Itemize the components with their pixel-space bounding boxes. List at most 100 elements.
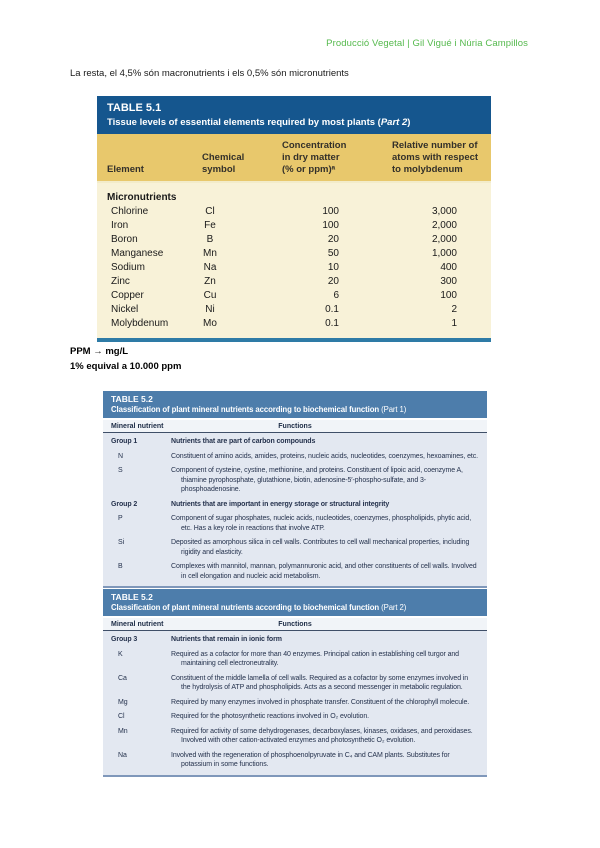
- cell-element: Manganese: [111, 248, 164, 259]
- table-5-2-subtitle: Classification of plant mineral nutrient…: [111, 405, 479, 414]
- table-row: Mn Required for activity of some dehydro…: [111, 727, 479, 746]
- table-row: Nickel Ni 0.1 2: [107, 303, 469, 317]
- table-5-2-part-1-titlebar: TABLE 5.2 Classification of plant minera…: [103, 391, 487, 418]
- cell-relative: 2,000: [431, 220, 457, 231]
- cell-function: Required for the photosynthetic reaction…: [171, 713, 369, 720]
- table-5-2-part-2: TABLE 5.2 Classification of plant minera…: [103, 589, 487, 777]
- cell-element: Boron: [111, 234, 138, 245]
- table-row: Mg Required by many enzymes involved in …: [111, 698, 479, 708]
- table-row-group: Group 2 Nutrients that are important in …: [111, 500, 479, 510]
- table-5-2-part-1-bottom-rule: [103, 586, 487, 588]
- note-percent-equivalence: 1% equival a 10.000 ppm: [70, 361, 182, 372]
- table-row: Copper Cu 6 100: [107, 289, 469, 303]
- cell-symbol: Na: [203, 262, 217, 273]
- table-5-2-part-2-bottom-rule: [103, 774, 487, 777]
- table-5-2-part-label: (Part 2): [379, 603, 407, 612]
- intro-text: La resta, el 4,5% són macronutrients i e…: [70, 68, 349, 79]
- cell-nutrient: Na: [118, 751, 127, 759]
- cell-relative: 3,000: [431, 206, 457, 217]
- cell-relative: 1,000: [431, 248, 457, 259]
- divider: [103, 616, 487, 618]
- table-row: P Component of sugar phosphates, nucleic…: [111, 514, 479, 533]
- cell-element: Copper: [111, 290, 144, 301]
- cell-function: Nutrients that are part of carbon compou…: [171, 438, 316, 445]
- table-row: Ca Constituent of the middle lamella of …: [111, 674, 479, 693]
- cell-element: Chlorine: [111, 206, 149, 217]
- cell-element: Iron: [111, 220, 129, 231]
- table-row: Manganese Mn 50 1,000: [107, 247, 469, 261]
- cell-relative: 1: [451, 318, 457, 329]
- table-5-2-column-headers: Mineral nutrient Functions: [103, 618, 487, 631]
- table-5-1-bottom-rule: [97, 338, 491, 342]
- cell-function: Deposited as amorphous silica in cell wa…: [171, 539, 470, 556]
- cell-element: Zinc: [111, 276, 130, 287]
- table-row: Chlorine Cl 100 3,000: [107, 205, 469, 219]
- table-5-1-column-headers: Element Chemical symbol Concentration in…: [97, 134, 491, 183]
- cell-relative: 100: [440, 290, 457, 301]
- table-5-2-part-2-titlebar: TABLE 5.2 Classification of plant minera…: [103, 589, 487, 616]
- cell-function: Required as a cofactor for more than 40 …: [171, 650, 459, 668]
- cell-function: Component of sugar phosphates, nucleic a…: [171, 515, 472, 532]
- cell-concentration: 20: [327, 234, 339, 245]
- cell-nutrient: Group 3: [111, 636, 138, 643]
- table-5-2-part-2-body: Group 3 Nutrients that remain in ionic f…: [103, 631, 487, 775]
- column-header-relative-atoms: Relative number of atoms with respect to…: [392, 140, 479, 175]
- table-5-1-subtitle-part: Part 2: [380, 117, 408, 128]
- cell-nutrient: N: [118, 452, 123, 460]
- table-5-2-part-label: (Part 1): [379, 405, 407, 414]
- section-header-micronutrients: Micronutrients: [107, 192, 177, 203]
- cell-nutrient: B: [118, 563, 123, 570]
- cell-function: Complexes with mannitol, mannan, polyman…: [171, 563, 477, 580]
- cell-function: Nutrients that are important in energy s…: [171, 500, 390, 508]
- table-row: S Component of cysteine, cystine, methio…: [111, 466, 479, 495]
- column-header-functions: Functions: [278, 423, 312, 430]
- column-header-chemical-symbol: Chemical symbol: [202, 152, 245, 175]
- column-header-functions: Functions: [278, 621, 312, 628]
- cell-symbol: Cu: [203, 290, 217, 301]
- cell-symbol: B: [206, 234, 214, 245]
- note-ppm-conversion: PPM → mg/L: [70, 346, 129, 357]
- divider: [103, 418, 487, 420]
- cell-function: Required for activity of some dehydrogen…: [171, 727, 473, 745]
- cell-relative: 2: [451, 304, 457, 315]
- cell-symbol: Ni: [205, 304, 215, 315]
- cell-concentration: 20: [327, 276, 339, 287]
- table-row: Cl Required for the photosynthetic react…: [111, 712, 479, 722]
- cell-symbol: Mo: [203, 318, 217, 329]
- cell-concentration: 10: [327, 262, 339, 273]
- column-header-concentration: Concentration in dry matter (% or ppm)ᵃ: [282, 140, 347, 175]
- cell-symbol: Zn: [204, 276, 216, 287]
- column-header-mineral-nutrient: Mineral nutrient: [111, 423, 164, 430]
- table-5-1-subtitle-close: ): [407, 117, 411, 128]
- cell-symbol: Cl: [205, 206, 215, 217]
- table-5-1-titlebar: TABLE 5.1 Tissue levels of essential ele…: [97, 96, 491, 134]
- cell-function: Nutrients that remain in ionic form: [171, 636, 282, 643]
- table-row: B Complexes with mannitol, mannan, polym…: [111, 562, 479, 581]
- table-row: Zinc Zn 20 300: [107, 275, 469, 289]
- table-5-1-body: Micronutrients Chlorine Cl 100 3,000 Iro…: [97, 183, 491, 338]
- table-row: Sodium Na 10 400: [107, 261, 469, 275]
- cell-concentration: 100: [322, 220, 339, 231]
- cell-relative: 400: [440, 262, 457, 273]
- table-row: Na Involved with the regeneration of pho…: [111, 751, 479, 770]
- table-row: K Required as a cofactor for more than 4…: [111, 650, 479, 669]
- table-5-1-title: TABLE 5.1: [107, 102, 162, 114]
- cell-function: Required by many enzymes involved in pho…: [171, 698, 470, 706]
- table-row-group: Group 1 Nutrients that are part of carbo…: [111, 437, 479, 447]
- table-row: Iron Fe 100 2,000: [107, 219, 469, 233]
- cell-relative: 300: [440, 276, 457, 287]
- cell-concentration: 6: [333, 290, 339, 301]
- cell-relative: 2,000: [431, 234, 457, 245]
- table-5-2-part-1-body: Group 1 Nutrients that are part of carbo…: [103, 433, 487, 586]
- cell-nutrient: Mn: [118, 727, 128, 735]
- cell-element: Sodium: [111, 262, 145, 273]
- cell-concentration: 0.1: [325, 304, 339, 315]
- table-5-2-title: TABLE 5.2: [111, 592, 153, 602]
- cell-function: Constituent of amino acids, amides, prot…: [171, 452, 479, 460]
- table-5-2-subtitle-text: Classification of plant mineral nutrient…: [111, 405, 380, 414]
- cell-concentration: 0.1: [325, 318, 339, 329]
- cell-nutrient: Group 2: [111, 500, 138, 508]
- cell-concentration: 100: [322, 206, 339, 217]
- table-5-2-subtitle-text: Classification of plant mineral nutrient…: [111, 603, 380, 612]
